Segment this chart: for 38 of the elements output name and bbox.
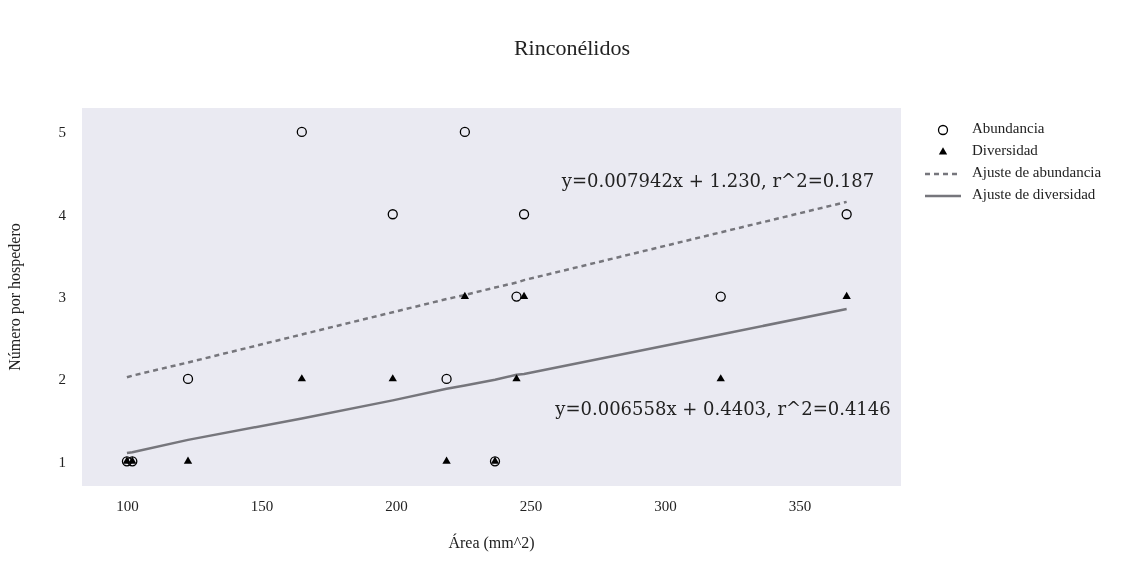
x-tick-label: 150 <box>250 497 274 514</box>
point <box>841 209 852 220</box>
x-axis-title: Área (mm^2) <box>448 533 535 552</box>
point <box>442 456 451 464</box>
y-tick-label: 4 <box>58 206 67 223</box>
annotation: y=0.006558x + 0.4403, r^2=0.4146 <box>554 398 891 419</box>
point <box>388 374 397 382</box>
y-axis-title: Número por hospedero <box>6 223 24 371</box>
point <box>518 209 530 220</box>
x-tick-label: 300 <box>654 497 677 514</box>
x-tick-label: 350 <box>788 497 812 514</box>
point <box>842 291 851 299</box>
legend-label: Ajuste de diversidad <box>972 186 1096 203</box>
point <box>297 374 306 382</box>
point <box>182 373 194 385</box>
legend-label: Diversidad <box>972 142 1039 159</box>
x-tick-label: 200 <box>385 497 408 514</box>
point <box>459 126 471 138</box>
line-series <box>125 200 848 379</box>
chart-title: Rinconélidos <box>513 35 631 60</box>
point <box>460 291 470 299</box>
point <box>715 291 726 302</box>
point <box>441 373 452 385</box>
y-tick-label: 1 <box>58 453 66 470</box>
y-tick-label: 3 <box>58 288 66 305</box>
point <box>183 456 193 464</box>
y-tick-label: 2 <box>58 371 66 388</box>
legend-label: Abundancia <box>972 120 1045 137</box>
point <box>511 291 522 302</box>
legend-label: Ajuste de abundancia <box>972 164 1102 181</box>
point <box>387 209 398 220</box>
point <box>296 126 307 138</box>
point <box>512 374 521 382</box>
x-tick-label: 250 <box>519 497 543 514</box>
x-tick-label: 100 <box>116 497 139 514</box>
annotation: y=0.007942x + 1.230, r^2=0.187 <box>560 170 875 191</box>
point <box>519 291 529 299</box>
y-tick-label: 5 <box>58 124 66 141</box>
